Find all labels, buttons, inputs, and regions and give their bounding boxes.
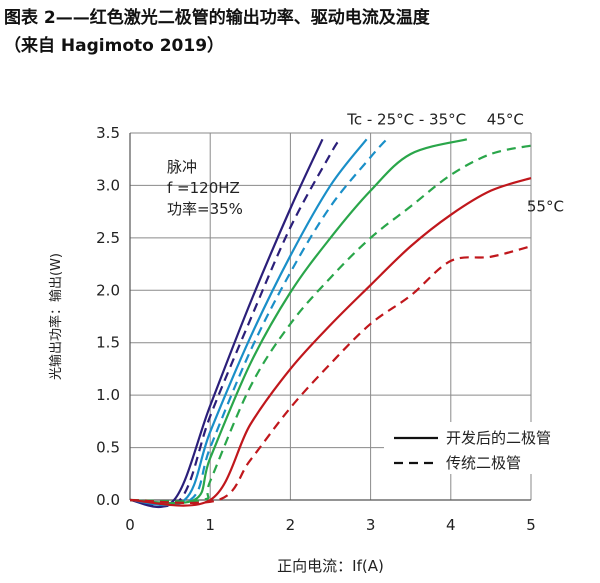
legend-box [384, 422, 571, 474]
temperature-label: Tc - 25°C - 35°C [346, 111, 466, 129]
x-tick-label: 3 [366, 516, 376, 534]
series-line-25c-solid [129, 138, 324, 509]
series-line-35c-dashed [129, 138, 388, 505]
series-line-45c-solid [129, 138, 468, 505]
y-tick-label: 1.5 [96, 334, 120, 352]
y-tick-label: 0.5 [96, 439, 120, 457]
figure-subtitle: （来自 Hagimoto 2019） [4, 36, 225, 56]
y-axis-title: 光输出功率：输出(W) [48, 253, 64, 380]
x-tick-label: 1 [205, 516, 215, 534]
x-axis-title: 正向电流：If(A) [277, 557, 384, 575]
y-tick-label: 3.0 [96, 176, 120, 194]
y-tick-label: 3.5 [96, 124, 120, 142]
annotation-text: 功率=35% [167, 200, 243, 218]
series-line-55c-dashed [129, 245, 532, 505]
y-tick-label: 0.0 [96, 491, 120, 509]
y-tick-label: 2.5 [96, 229, 120, 247]
x-tick-label: 0 [125, 516, 135, 534]
series-line-45c-dashed [129, 144, 532, 503]
temperature-label: 45°C [487, 111, 524, 129]
legend-label: 开发后的二极管 [446, 429, 551, 447]
annotation-text: 脉冲 [167, 158, 197, 176]
y-tick-label: 2.0 [96, 281, 120, 299]
series-line-35c-solid [129, 138, 368, 507]
series-line-55c-solid [129, 177, 532, 507]
temperature-label: 55°C [527, 198, 564, 216]
legend-label: 传统二极管 [446, 454, 521, 472]
series-group [129, 138, 532, 509]
x-tick-label: 4 [446, 516, 456, 534]
y-tick-label: 1.0 [96, 386, 120, 404]
x-tick-label: 2 [286, 516, 296, 534]
annotation-text: f =120HZ [167, 179, 240, 197]
x-tick-label: 5 [526, 516, 536, 534]
series-line-25c-dashed [129, 140, 340, 508]
figure-title: 图表 2——红色激光二极管的输出功率、驱动电流及温度 [4, 8, 430, 28]
